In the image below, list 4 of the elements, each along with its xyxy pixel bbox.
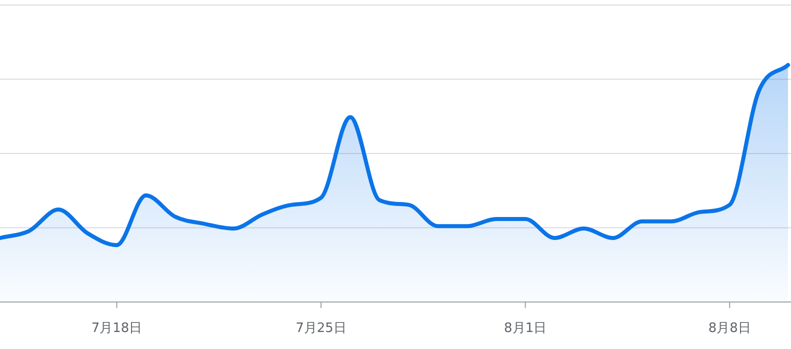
x-tick-label: 8月1日	[504, 321, 547, 336]
x-tick-label: 8月8日	[708, 321, 751, 336]
x-tick-label: 7月18日	[91, 321, 142, 336]
x-tick-label: 7月25日	[296, 321, 346, 336]
